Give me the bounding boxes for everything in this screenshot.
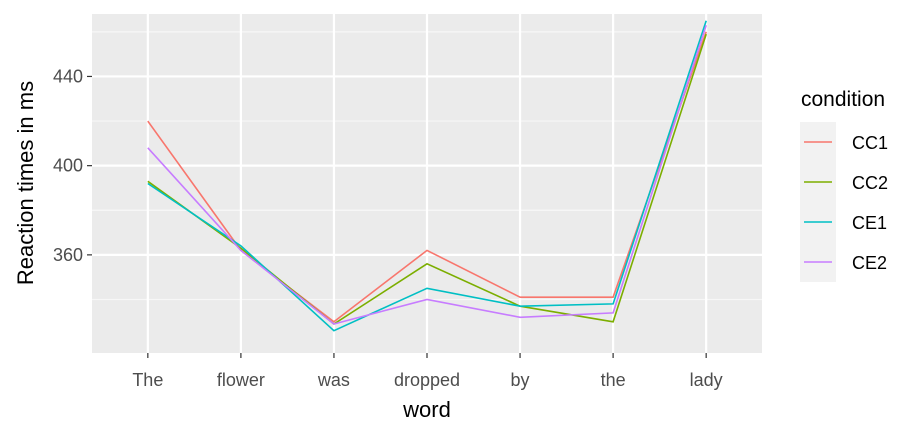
legend-label-ce2: CE2 bbox=[852, 253, 887, 273]
x-tick-label: by bbox=[511, 370, 530, 390]
y-tick-label: 440 bbox=[53, 66, 83, 86]
x-tick-label: the bbox=[601, 370, 626, 390]
x-tick-label: was bbox=[317, 370, 350, 390]
x-tick-label: lady bbox=[690, 370, 723, 390]
legend-label-ce1: CE1 bbox=[852, 213, 887, 233]
legend: condition CC1 CC2 CE1 CE2 bbox=[800, 88, 888, 282]
series-lines bbox=[147, 20, 707, 332]
x-axis: The flower was dropped by the lady bbox=[132, 353, 723, 390]
y-axis-title: Reaction times in ms bbox=[13, 81, 38, 285]
series-line-ce2 bbox=[147, 24, 707, 325]
x-tick-label: flower bbox=[217, 370, 265, 390]
legend-title: condition bbox=[801, 88, 885, 111]
y-tick-label: 360 bbox=[53, 245, 83, 265]
x-axis-title: word bbox=[402, 397, 451, 421]
legend-label-cc2: CC2 bbox=[852, 173, 888, 193]
y-axis: 360 400 440 bbox=[53, 66, 92, 265]
x-tick-label: dropped bbox=[394, 370, 460, 390]
grid-lines bbox=[92, 14, 762, 353]
series-line-ce1 bbox=[147, 20, 707, 332]
x-tick-label: The bbox=[132, 370, 163, 390]
series-line-cc2 bbox=[147, 33, 707, 325]
y-tick-label: 400 bbox=[53, 156, 83, 176]
legend-label-cc1: CC1 bbox=[852, 133, 888, 153]
